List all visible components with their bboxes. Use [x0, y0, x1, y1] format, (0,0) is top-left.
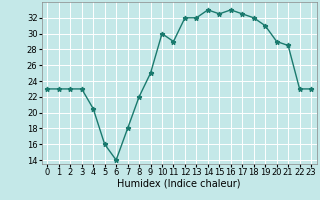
X-axis label: Humidex (Indice chaleur): Humidex (Indice chaleur)	[117, 179, 241, 189]
